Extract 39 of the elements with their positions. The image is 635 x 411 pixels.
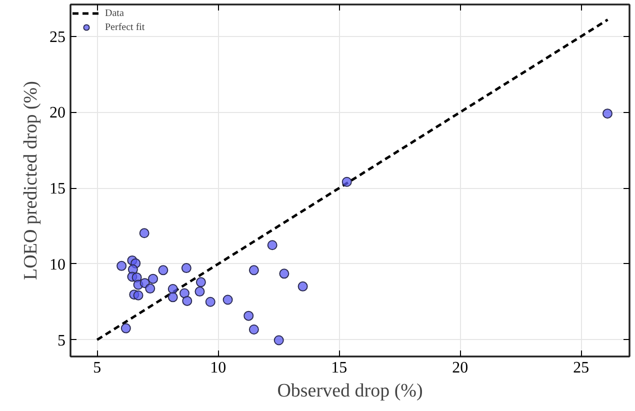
x-tick-label: 25 (573, 360, 590, 376)
point (145, 284, 156, 294)
point (116, 260, 127, 271)
point (139, 228, 150, 238)
point (181, 263, 192, 274)
x-tick-label: 10 (210, 360, 226, 376)
point (120, 323, 131, 334)
point (248, 324, 259, 334)
point (196, 277, 206, 288)
point (274, 335, 284, 346)
point (133, 290, 144, 300)
point (602, 108, 612, 119)
point (168, 292, 178, 302)
point (182, 296, 192, 306)
point (279, 268, 290, 279)
point (205, 296, 216, 307)
x-axis-title: Observed drop (%) (277, 380, 423, 402)
point (148, 274, 158, 284)
x-tick-label: 15 (331, 360, 348, 376)
x-tick-label: 5 (93, 360, 102, 376)
point (222, 294, 233, 305)
y-tick-label: 25 (50, 28, 66, 46)
point (248, 265, 259, 276)
y-tick-label: 5 (58, 332, 66, 350)
x-tick-label: 20 (452, 360, 468, 376)
point (244, 310, 254, 321)
y-axis-title: LOEO predicted drop (%) (20, 81, 42, 280)
point (158, 265, 168, 276)
point (194, 286, 205, 297)
point (267, 240, 278, 250)
point (179, 288, 190, 298)
legend-label: Perfect fit (105, 20, 145, 34)
point (298, 281, 308, 292)
y-tick-label: 15 (50, 180, 66, 198)
point (342, 176, 352, 187)
point (168, 284, 178, 294)
legend-label: Data (105, 6, 125, 20)
y-tick-label: 20 (50, 104, 66, 122)
y-tick-label: 10 (50, 256, 66, 274)
